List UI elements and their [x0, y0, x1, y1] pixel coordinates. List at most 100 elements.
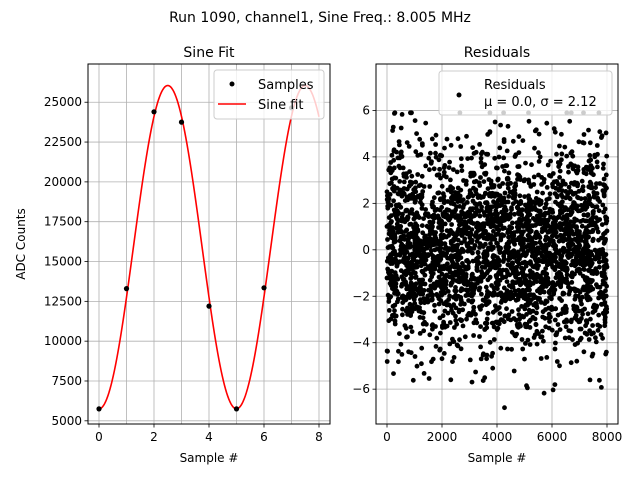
residual-point [548, 173, 554, 179]
residual-point [430, 204, 435, 210]
residual-point [427, 266, 433, 271]
residual-point [464, 200, 470, 205]
residual-point [441, 169, 447, 175]
residual-point [473, 188, 478, 194]
residual-point [464, 316, 469, 322]
residual-point [387, 165, 393, 171]
residual-point [471, 308, 476, 314]
residual-point [442, 290, 447, 296]
residual-point [527, 301, 532, 306]
residual-point [540, 190, 545, 196]
residual-point [516, 324, 521, 330]
residual-point [589, 260, 595, 266]
residual-point [487, 267, 493, 272]
residual-point [516, 134, 522, 140]
residual-point [509, 266, 514, 271]
residual-point [585, 297, 591, 303]
residual-point [420, 247, 426, 253]
residual-point [516, 253, 521, 259]
residual-point [483, 200, 488, 206]
residual-point [542, 277, 548, 283]
residual-point [421, 310, 427, 316]
residual-point [547, 191, 553, 197]
residual-point [555, 181, 561, 187]
residual-point [505, 293, 511, 299]
residual-point [454, 169, 460, 175]
residual-point [570, 247, 576, 253]
residual-point [597, 251, 603, 257]
residual-point [481, 224, 487, 230]
residual-point [436, 268, 442, 274]
residual-point [476, 209, 482, 214]
figure-suptitle: Run 1090, channel1, Sine Freq.: 8.005 MH… [169, 10, 471, 26]
residual-point [478, 160, 484, 165]
residual-point [521, 240, 526, 246]
residual-point [501, 206, 507, 212]
residual-point [438, 196, 443, 202]
residual-point [464, 133, 469, 139]
residual-point [525, 213, 531, 219]
residual-point [390, 225, 396, 231]
residual-point [505, 123, 511, 129]
residual-point [431, 166, 437, 172]
residual-point [575, 247, 581, 253]
residual-point [453, 292, 458, 298]
residual-point [504, 279, 510, 284]
residual-point [430, 322, 435, 328]
residual-point [450, 213, 455, 219]
residual-point [597, 377, 602, 383]
residual-point [392, 111, 397, 116]
residual-point [428, 150, 433, 156]
residual-point [557, 161, 563, 167]
residual-point [574, 225, 579, 231]
residual-point [409, 309, 415, 315]
residual-point [390, 251, 395, 257]
residual-point [438, 175, 443, 181]
residuals-ytick-label: 6 [362, 103, 370, 117]
residual-point [536, 159, 542, 164]
residual-point [586, 127, 591, 133]
residual-point [512, 211, 517, 217]
residual-point [527, 292, 532, 298]
residual-point [433, 132, 439, 138]
residual-point [567, 243, 573, 249]
residual-point [582, 260, 588, 266]
residual-point [393, 259, 399, 265]
residual-point [523, 302, 528, 308]
residual-point [512, 187, 518, 193]
residual-point [569, 180, 574, 186]
residual-point [564, 248, 570, 254]
residual-point [551, 215, 557, 221]
residual-point [442, 241, 448, 247]
residual-point [521, 229, 526, 235]
legend-sine-fit-label: Sine fit [258, 98, 304, 113]
residual-point [404, 171, 409, 177]
residual-point [526, 177, 531, 183]
residual-point [399, 352, 405, 357]
residual-point [548, 256, 553, 262]
residual-point [450, 193, 456, 199]
residual-point [396, 348, 401, 354]
residual-point [509, 284, 515, 290]
residual-point [580, 184, 586, 190]
residual-point [400, 306, 405, 312]
residual-point [408, 324, 414, 330]
residual-point [577, 229, 582, 235]
residual-point [490, 350, 495, 356]
residual-point [478, 356, 484, 362]
residual-point [479, 164, 485, 170]
residual-point [426, 376, 432, 381]
residual-point [419, 141, 425, 147]
residual-point [557, 363, 562, 369]
residuals-ytick-label: −4 [352, 336, 370, 350]
residual-point [487, 204, 493, 210]
residual-point [530, 308, 536, 314]
residual-point [394, 221, 400, 227]
residual-point [405, 334, 410, 340]
residual-point [526, 226, 532, 231]
residual-point [404, 227, 410, 233]
residual-point [494, 212, 500, 217]
residual-point [431, 212, 437, 218]
residuals-ytick-label: −6 [352, 382, 370, 396]
